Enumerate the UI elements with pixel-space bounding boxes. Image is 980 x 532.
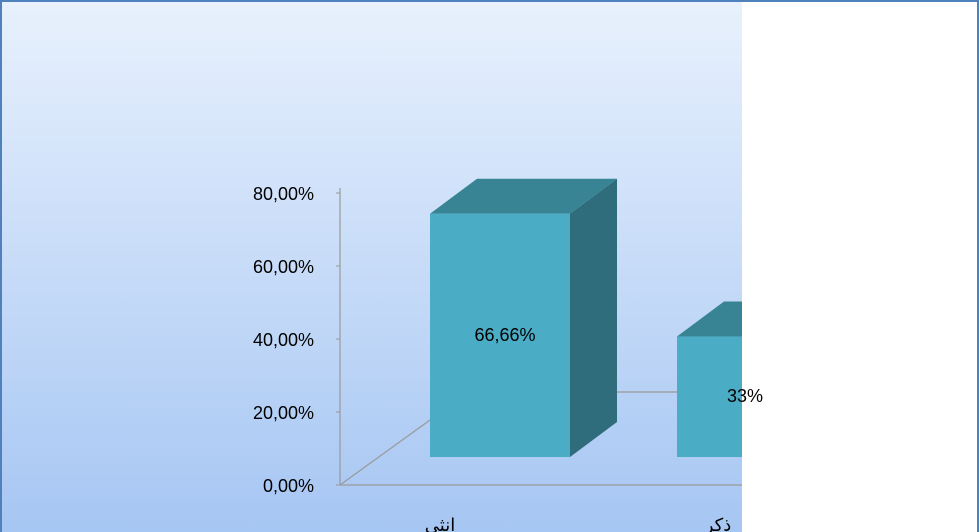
- bars: [430, 178, 742, 458]
- y-tick-label: 80,00%: [253, 184, 314, 204]
- x-tick-label: ذكر: [704, 515, 732, 532]
- data-label: 33%: [727, 386, 763, 406]
- y-tick-label: 0,00%: [263, 476, 314, 496]
- y-tick-label: 40,00%: [253, 330, 314, 350]
- bar: [430, 213, 570, 457]
- data-label: 66,66%: [474, 325, 535, 345]
- bar-top: [677, 301, 742, 337]
- y-tick-label: 20,00%: [253, 403, 314, 423]
- bar: [677, 336, 742, 457]
- plot-background: [1, 1, 742, 532]
- bar-side: [570, 178, 617, 458]
- floor-side: [339, 419, 431, 486]
- x-tick-label: انثى: [425, 515, 455, 532]
- y-tick-label: 60,00%: [253, 257, 314, 277]
- bar-top: [430, 178, 617, 214]
